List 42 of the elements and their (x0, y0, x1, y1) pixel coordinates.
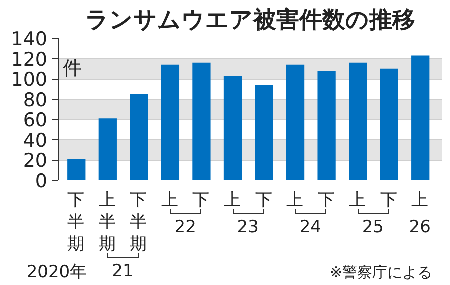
x-tick-label: 上 (224, 190, 241, 210)
y-tick-label: 20 (23, 150, 48, 172)
x-tick-label: 下半期 (68, 190, 85, 254)
x-tick-label: 上 (161, 190, 178, 210)
text: 21 (112, 262, 134, 282)
y-axis-title: 件 (63, 57, 82, 80)
bar (349, 62, 368, 180)
x-tick-label: 下 (192, 190, 210, 210)
text: 25 (362, 218, 384, 238)
chart-title: ランサムウエア被害件数の推移 (86, 6, 416, 34)
bar (255, 85, 274, 180)
y-tick-label: 40 (23, 130, 48, 152)
text: 26 (409, 218, 431, 238)
x-tick-label: 下 (318, 190, 335, 210)
y-tick-label: 0 (35, 170, 48, 192)
x-tick-label: 下 (255, 190, 272, 210)
y-tick-label: 100 (11, 69, 48, 92)
bar (224, 76, 242, 180)
x-tick-label: 上 (412, 190, 429, 210)
text: ※警察庁による (330, 264, 433, 282)
y-tick-label: 60 (23, 110, 48, 132)
x-tick-label: 下 (380, 190, 398, 210)
x-tick-label: 上半期 (98, 190, 116, 254)
y-tick-label: 140 (11, 28, 48, 50)
bar (412, 56, 430, 180)
text: 22 (174, 218, 196, 238)
x-tick-label: 上 (286, 190, 304, 210)
bar (286, 64, 305, 180)
x-tick-label: 上 (349, 190, 366, 210)
x-tick-label: 下半期 (130, 190, 148, 254)
text: 24 (300, 218, 322, 238)
y-tick-label: 80 (23, 89, 48, 112)
bar (192, 62, 211, 180)
bar (380, 68, 398, 180)
bar (98, 118, 117, 180)
bar (68, 159, 86, 180)
y-tick-label: 120 (11, 48, 48, 71)
text: 2020年 (26, 262, 88, 282)
text: 23 (237, 218, 259, 238)
bar (130, 94, 148, 180)
bar (318, 70, 336, 180)
bar (161, 64, 180, 180)
